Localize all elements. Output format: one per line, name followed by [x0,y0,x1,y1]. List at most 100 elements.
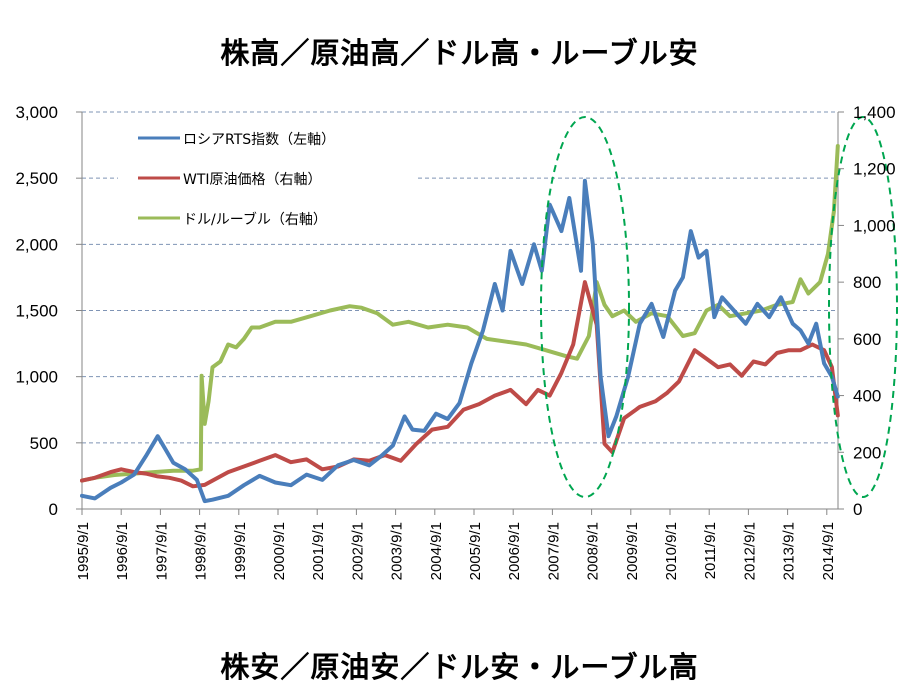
data-point [602,303,607,307]
data-point [375,311,379,315]
data-point [704,357,709,361]
data-point [744,311,748,315]
data-point [814,322,818,326]
data-point [787,348,791,352]
data-point [446,323,450,327]
data-point [599,375,603,379]
x-tick-label: 2006/9/1 [506,522,523,580]
data-point [242,483,246,487]
data-point [434,412,438,416]
x-tick-label: 2004/9/1 [428,522,445,580]
right-tick-label: 400 [853,387,881,406]
data-point [93,496,97,501]
data-point [320,467,324,471]
data-point [210,498,215,502]
data-point [751,359,756,364]
data-point [822,361,826,366]
data-point [167,476,172,480]
left-tick-label: 2,500 [15,169,58,188]
data-point [250,325,254,330]
data-point [403,414,407,418]
right-tick-label: 1,200 [853,160,896,179]
data-point [93,476,97,480]
data-point [273,480,277,485]
x-tick-label: 2008/9/1 [585,522,602,580]
data-point [171,469,175,473]
right-tick-label: 1,400 [853,103,896,122]
data-point [622,416,626,420]
series-layer [80,144,840,504]
data-point [163,447,168,452]
series-0 [80,178,840,504]
x-tick-label: 2009/9/1 [624,522,641,580]
data-point [559,371,564,375]
left-tick-label: 1,000 [15,368,58,387]
right-tick-label: 200 [853,443,881,462]
data-point [681,334,685,338]
data-point [203,422,207,426]
data-point [257,474,262,478]
data-point [132,472,136,477]
data-point [171,461,175,465]
data-point [583,179,587,183]
legend-label-usdrub: ドル/ルーブル（右軸） [183,211,327,228]
data-point [493,282,497,286]
data-point [461,408,466,412]
data-point [406,320,411,324]
bottom-headline: 株安／原油安／ドル安・ルーブル高 [220,650,699,684]
data-point [704,249,709,253]
data-point [242,337,246,341]
data-point [791,322,795,326]
data-point [665,391,669,395]
data-point [226,470,230,474]
data-point [367,459,371,463]
data-point [704,308,709,313]
data-point [818,280,822,284]
data-point [493,393,497,398]
data-point [806,341,810,346]
data-point [504,340,509,344]
data-point [359,306,364,310]
right-tick-label: 1,000 [853,216,896,235]
left-tick-label: 2,000 [15,235,58,254]
data-point [305,457,309,461]
data-point [273,320,277,324]
data-point [826,252,830,256]
highlight-ellipse-2008 [540,116,630,498]
data-point [257,325,262,330]
data-point [367,463,371,467]
highlight-ellipses [540,116,898,498]
left-axis-ticks: 0 500 1,000 1,500 2,000 2,500 3,000 [15,103,82,519]
data-point [183,467,187,471]
data-point [524,342,528,347]
data-point [689,229,693,233]
data-point [352,458,356,462]
data-point [348,304,352,308]
data-point [457,401,462,405]
legend-label-wti: WTI原油価格（右軸） [183,172,322,188]
data-point [179,479,183,483]
data-point [626,375,630,379]
data-point [732,308,736,313]
x-tick-label: 1996/9/1 [114,522,131,580]
data-point [791,300,795,304]
data-point [80,479,84,483]
data-point [508,249,513,253]
data-point [798,328,803,332]
data-point [328,308,332,313]
data-point [422,429,426,433]
series-line [80,178,840,504]
data-point [579,269,583,273]
data-point [591,242,595,246]
data-point [191,484,195,488]
data-point [622,308,626,313]
data-point [536,388,540,392]
data-point [410,428,415,432]
data-point [485,337,489,341]
data-point [559,229,564,233]
data-point [798,277,803,281]
data-point [426,325,430,330]
data-point [649,302,654,306]
data-point [614,414,618,418]
